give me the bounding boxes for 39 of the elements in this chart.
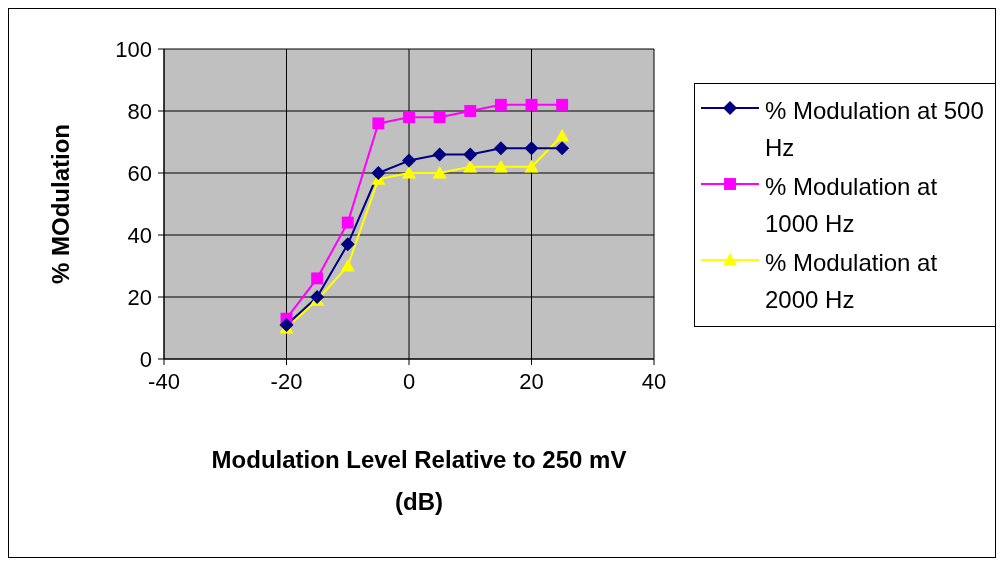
point	[340, 259, 355, 272]
x-tick-label: 0	[402, 368, 416, 394]
legend-label: % Modulation at 500 Hz	[765, 96, 985, 163]
point	[555, 141, 570, 156]
point	[463, 159, 478, 173]
point	[525, 98, 538, 111]
x-axis-title: Modulation Level Relative to 250 mV (dB)	[210, 445, 628, 517]
point	[402, 153, 416, 168]
point	[494, 98, 507, 111]
point	[279, 317, 294, 332]
point	[432, 147, 447, 162]
point	[524, 159, 539, 173]
y-tick-label: 80	[127, 98, 152, 124]
point	[402, 166, 416, 179]
point	[556, 98, 569, 111]
x-tick-label: 20	[519, 368, 544, 394]
point	[493, 141, 508, 156]
y-tick-label: 20	[127, 284, 152, 310]
legend-label: % Modulation at 1000 Hz	[765, 172, 939, 239]
x-tick-label: 40	[641, 368, 667, 394]
point	[524, 141, 539, 156]
point	[555, 128, 570, 142]
x-tick-label: -20	[270, 368, 303, 394]
point	[340, 237, 355, 252]
y-tick-label: 60	[127, 160, 152, 186]
y-tick-label: 100	[115, 36, 152, 62]
point	[311, 272, 324, 285]
point	[433, 111, 446, 124]
point	[432, 166, 447, 179]
point	[463, 147, 478, 162]
point	[403, 111, 415, 124]
point	[464, 105, 477, 117]
legend-label: % Modulation at 2000 Hz	[765, 248, 939, 315]
point	[341, 216, 354, 229]
point	[372, 117, 385, 130]
y-axis-title: % MOdulation	[46, 124, 74, 284]
point	[493, 159, 508, 173]
point	[371, 166, 386, 180]
y-tick-label: 40	[127, 222, 152, 248]
